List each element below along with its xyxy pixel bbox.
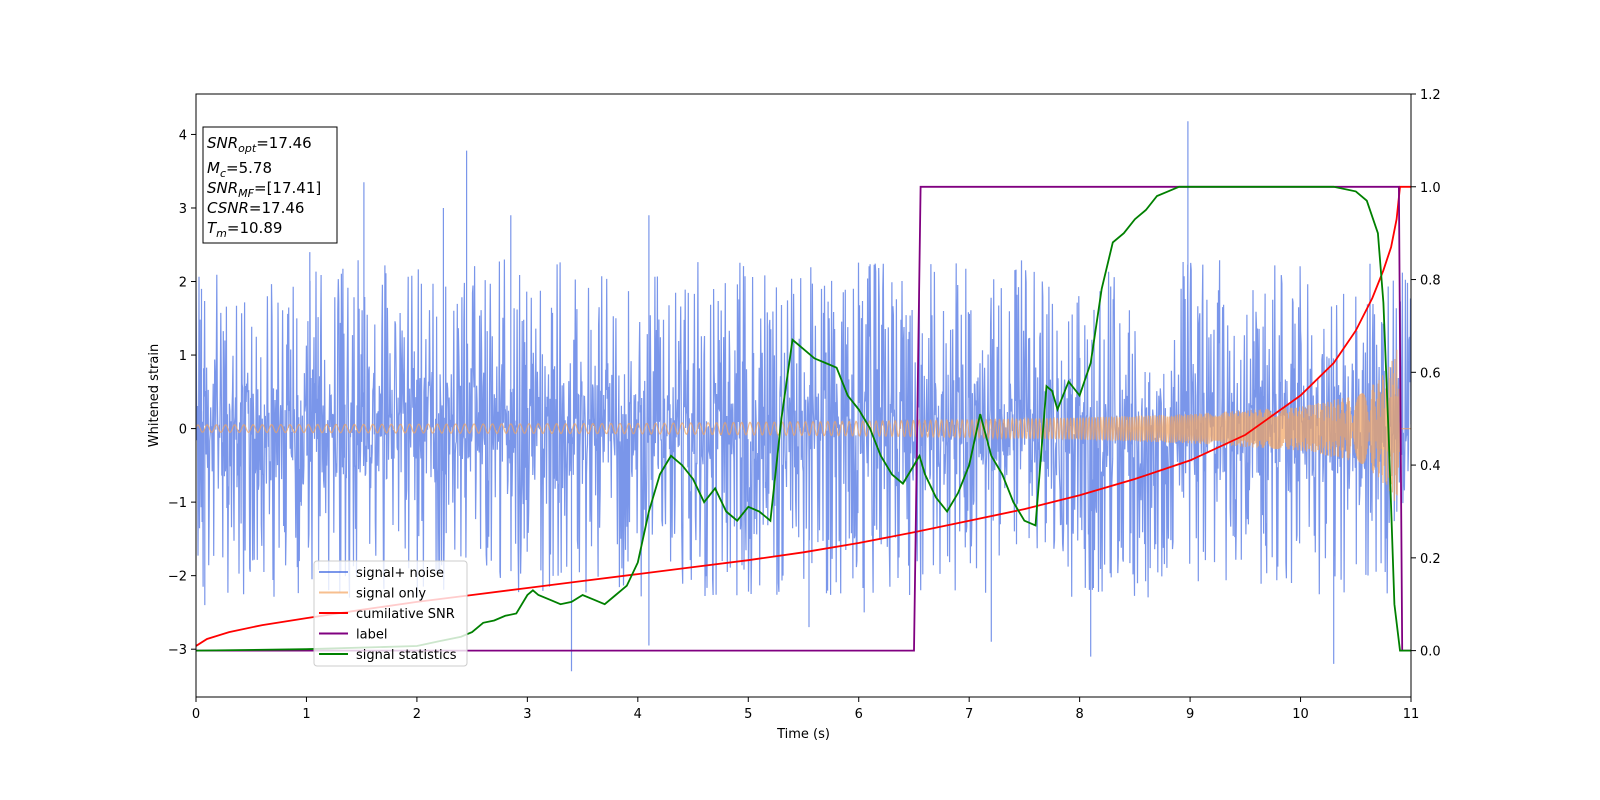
y-tick-label: 1 <box>179 349 187 364</box>
info-csnr: CSNR=17.46 <box>207 199 304 217</box>
x-tick-label: 1 <box>302 707 310 722</box>
x-tick-label: 10 <box>1292 707 1309 722</box>
info-mc: Mc=5.78 <box>207 159 272 180</box>
y2-tick-label: 0.2 <box>1420 552 1441 567</box>
x-tick-label: 7 <box>965 707 973 722</box>
y-tick-label: 0 <box>179 423 187 438</box>
legend-label-cumilative-snr: cumilative SNR <box>356 607 455 622</box>
legend-label-label: label <box>356 628 387 643</box>
y-axis-left: −3 −2 −1 0 1 2 3 4 <box>168 128 196 658</box>
y2-tick-label: 1.0 <box>1420 181 1441 196</box>
info-tm: Tm=10.89 <box>207 219 282 240</box>
x-tick-label: 11 <box>1403 707 1420 722</box>
x-tick-label: 5 <box>744 707 752 722</box>
x-tick-label: 9 <box>1186 707 1194 722</box>
x-tick-label: 2 <box>413 707 421 722</box>
y2-tick-label: 1.2 <box>1420 88 1441 103</box>
y2-tick-label: 0.4 <box>1420 459 1441 474</box>
y-axis-right: 0.0 0.2 0.4 0.6 0.8 1.0 1.2 <box>1411 88 1441 660</box>
y-tick-label: −3 <box>168 643 187 658</box>
info-snr-mf: SNRMF=[17.41] <box>207 179 321 200</box>
y2-tick-label: 0.8 <box>1420 274 1441 289</box>
series-signal-noise-line <box>196 121 1411 672</box>
legend-frame <box>313 560 468 667</box>
legend: signal+ noise signal only cumilative SNR la… <box>313 560 468 667</box>
y-tick-label: −2 <box>168 570 187 585</box>
x-tick-label: 3 <box>523 707 531 722</box>
y-tick-label: 4 <box>179 128 187 143</box>
info-box-frame <box>202 126 338 244</box>
y2-tick-label: 0.6 <box>1420 366 1441 381</box>
plot-frame <box>195 93 1412 698</box>
x-axis: 0 1 2 3 4 5 6 7 8 9 10 11 <box>192 697 1419 722</box>
y-tick-label: −1 <box>168 496 187 511</box>
x-tick-label: 6 <box>855 707 863 722</box>
info-snr-opt: SNRopt=17.46 <box>207 134 312 155</box>
series-signal-only-line <box>196 349 1411 501</box>
x-tick-label: 4 <box>634 707 642 722</box>
y-tick-label: 3 <box>179 202 187 217</box>
legend-label-signal-only: signal only <box>356 587 426 602</box>
legend-label-signal-statistics: signal statistics <box>356 648 457 663</box>
legend-label-signal-noise: signal+ noise <box>356 566 444 581</box>
series-signal-statistics-line <box>196 185 1411 652</box>
x-tick-label: 0 <box>192 707 200 722</box>
info-box: SNRopt=17.46 Mc=5.78 SNRMF=[17.41] CSNR=… <box>202 126 338 244</box>
y-axis-label: Whitened strain <box>147 344 162 447</box>
x-axis-label: Time (s) <box>776 727 830 742</box>
y2-tick-label: 0.0 <box>1420 645 1441 660</box>
x-tick-label: 8 <box>1075 707 1083 722</box>
y-tick-label: 2 <box>179 276 187 291</box>
